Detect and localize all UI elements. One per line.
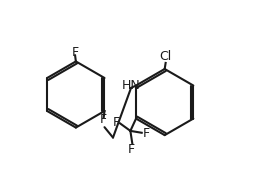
Text: HN: HN xyxy=(122,80,140,92)
Text: Cl: Cl xyxy=(159,50,172,63)
Text: F: F xyxy=(143,127,150,140)
Text: F: F xyxy=(71,46,78,59)
Text: F: F xyxy=(113,116,120,129)
Text: F: F xyxy=(100,113,107,126)
Text: F: F xyxy=(128,143,135,156)
